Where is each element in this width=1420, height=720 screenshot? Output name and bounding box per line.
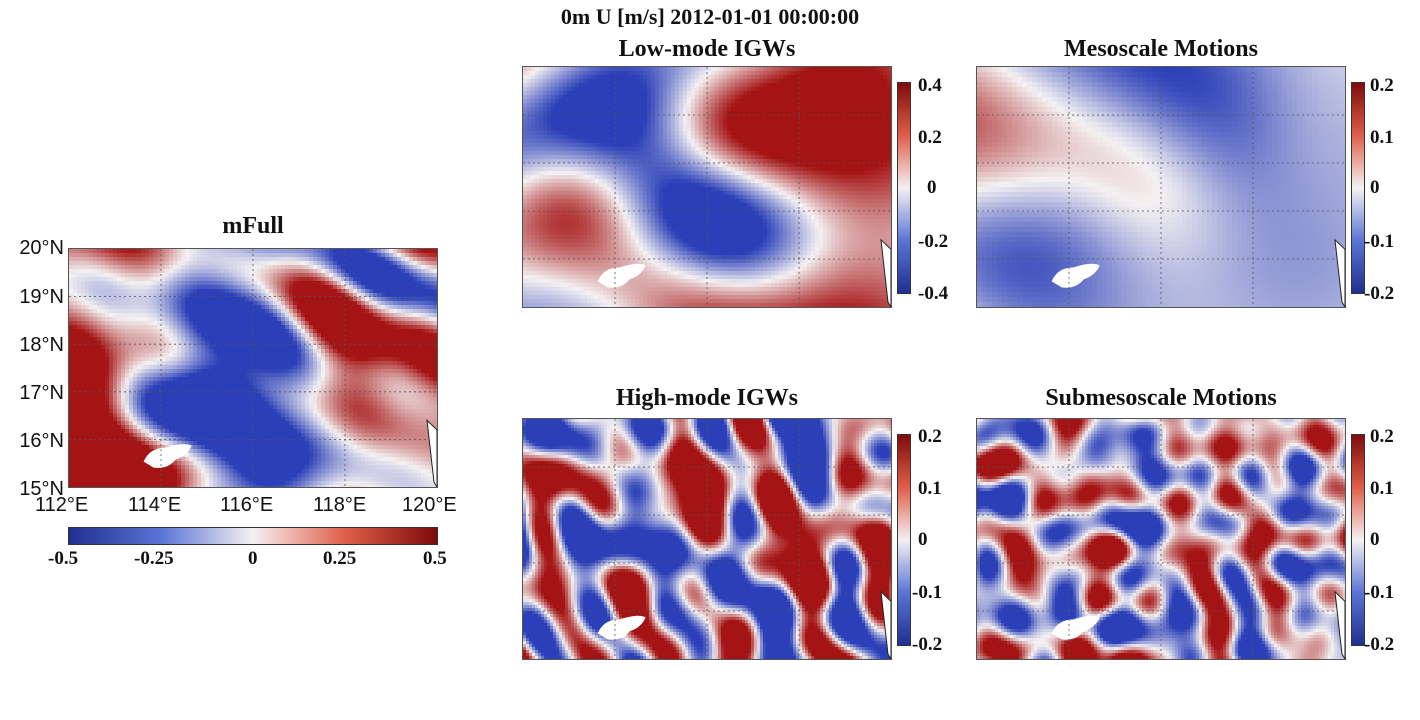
cbar-tick: 0.2	[918, 426, 942, 448]
island-land-mask	[1051, 263, 1100, 288]
cbar-tick: 0	[918, 529, 928, 551]
colorbar-low-mode	[897, 82, 911, 294]
island-land-mask	[597, 615, 646, 640]
island-land-mask	[597, 263, 646, 288]
cbar-tick: 0.1	[1370, 478, 1394, 500]
coastline-edge	[880, 238, 891, 307]
cbar-tick-05: 0.5	[423, 548, 447, 570]
cbar-tick: -0.1	[1364, 231, 1394, 253]
cbar-tick: 0.2	[1370, 75, 1394, 97]
map-mfull	[68, 248, 438, 488]
x-tick-116e: 116°E	[220, 494, 273, 517]
x-tick-112e: 112°E	[35, 494, 88, 517]
cbar-tick-n025: -0.25	[134, 548, 174, 570]
figure-title: 0m U [m/s] 2012-01-01 00:00:00	[0, 4, 1420, 30]
cbar-tick: 0	[1370, 529, 1380, 551]
cbar-tick: -0.4	[918, 283, 948, 305]
island-land-mask	[1051, 615, 1100, 640]
map-submesoscale	[976, 418, 1346, 660]
field-low-mode	[523, 67, 891, 307]
panel-title-low-mode: Low-mode IGWs	[522, 36, 892, 63]
cbar-tick: -0.2	[1364, 283, 1394, 305]
panel-title-submesoscale: Submesoscale Motions	[976, 385, 1346, 412]
panel-title-mfull: mFull	[68, 213, 438, 240]
coastline-edge	[880, 590, 891, 659]
field-mesoscale	[977, 67, 1345, 307]
coastline-edge	[1334, 238, 1345, 307]
x-tick-120e: 120°E	[402, 494, 457, 517]
cbar-tick-n05: -0.5	[48, 548, 78, 570]
colorbar-high-mode	[897, 434, 911, 646]
colorbar-submesoscale	[1351, 434, 1365, 646]
cbar-tick: -0.1	[1364, 582, 1394, 604]
coastline-edge	[426, 419, 437, 487]
island-land-mask	[143, 444, 192, 469]
y-tick-16n: 16°N	[19, 430, 64, 453]
y-tick-15n: 15°N	[19, 478, 64, 501]
cbar-tick: -0.1	[912, 582, 942, 604]
cbar-tick: -0.2	[1364, 634, 1394, 656]
field-mfull	[69, 249, 437, 487]
cbar-tick: -0.2	[918, 231, 948, 253]
y-tick-19n: 19°N	[19, 286, 64, 309]
map-mesoscale	[976, 66, 1346, 308]
y-tick-17n: 17°N	[19, 382, 64, 405]
colorbar-mesoscale	[1351, 82, 1365, 294]
panel-title-high-mode: High-mode IGWs	[522, 385, 892, 412]
cbar-tick: -0.2	[912, 634, 942, 656]
cbar-tick: 0.2	[918, 127, 942, 149]
map-high-mode	[522, 418, 892, 660]
cbar-tick-025: 0.25	[323, 548, 356, 570]
cbar-tick: 0	[1370, 177, 1380, 199]
cbar-tick: 0	[927, 177, 937, 199]
panel-title-mesoscale: Mesoscale Motions	[976, 36, 1346, 63]
y-tick-20n: 20°N	[19, 237, 64, 260]
coastline-edge	[1334, 590, 1345, 659]
cbar-tick: 0.2	[1370, 426, 1394, 448]
field-high-mode	[523, 419, 891, 659]
cbar-tick: 0.1	[1370, 127, 1394, 149]
x-tick-114e: 114°E	[128, 494, 181, 517]
cbar-tick: 0.4	[918, 75, 942, 97]
y-tick-18n: 18°N	[19, 334, 64, 357]
x-tick-118e: 118°E	[313, 494, 366, 517]
cbar-tick-0: 0	[248, 548, 258, 570]
cbar-tick: 0.1	[918, 478, 942, 500]
map-low-mode	[522, 66, 892, 308]
colorbar-mfull	[68, 527, 438, 545]
field-submesoscale	[977, 419, 1345, 659]
